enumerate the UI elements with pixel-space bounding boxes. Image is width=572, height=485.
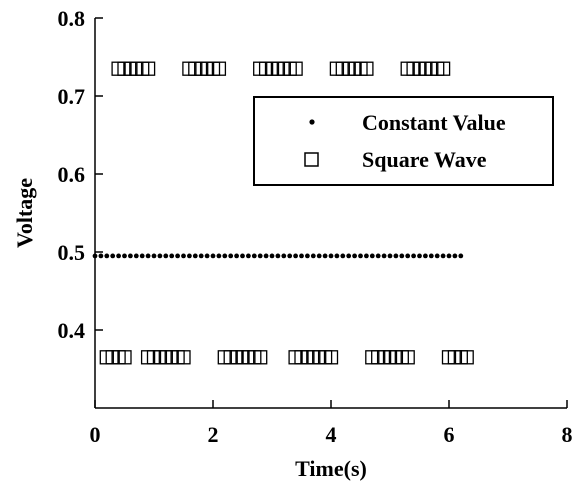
square-wave-point (459, 350, 474, 365)
square-wave-point (400, 350, 415, 365)
constant-value-point (287, 253, 293, 259)
constant-value-point (364, 253, 369, 259)
constant-value-point (275, 253, 281, 259)
constant-value-marks (92, 253, 464, 259)
constant-value-point (169, 253, 175, 259)
legend-dot-marker (309, 119, 315, 125)
constant-value-point (204, 253, 210, 259)
y-tick-label: 0.8 (58, 6, 86, 31)
constant-value-point (98, 253, 104, 259)
axes (94, 18, 567, 409)
constant-value-point (181, 253, 186, 259)
constant-value-point (246, 253, 251, 259)
constant-value-point (428, 253, 434, 259)
ticks: 0 2 4 6 8 0.4 0.5 0.6 0.7 0.8 (58, 6, 572, 447)
square-wave-point (359, 61, 374, 76)
constant-value-point (405, 253, 411, 259)
x-tick-label: 6 (444, 422, 455, 447)
constant-value-point (310, 253, 316, 259)
constant-value-point (393, 253, 399, 259)
x-tick-label: 8 (562, 422, 572, 447)
constant-value-point (387, 253, 393, 259)
legend-label-constant: Constant Value (362, 110, 506, 135)
constant-value-point (210, 253, 216, 259)
constant-value-point (251, 253, 257, 259)
constant-value-point (151, 253, 157, 259)
y-tick-label: 0.4 (58, 318, 86, 343)
constant-value-point (198, 253, 204, 259)
constant-value-point (257, 253, 263, 259)
constant-value-point (358, 253, 363, 259)
constant-value-point (228, 253, 234, 259)
y-tick-label: 0.7 (58, 84, 86, 109)
constant-value-point (122, 253, 127, 259)
constant-value-point (381, 253, 387, 259)
constant-value-point (234, 253, 240, 259)
constant-value-point (116, 253, 121, 259)
square-wave-point (323, 350, 339, 365)
constant-value-point (399, 253, 405, 259)
y-tick-label: 0.5 (58, 240, 86, 265)
constant-value-point (458, 253, 464, 259)
constant-value-point (411, 253, 416, 259)
x-tick-label: 4 (326, 422, 337, 447)
constant-value-point (216, 253, 222, 259)
constant-value-point (133, 253, 139, 259)
legend-box (253, 96, 554, 186)
constant-value-point (346, 253, 352, 259)
constant-value-point (417, 253, 422, 259)
x-axis-label: Time(s) (295, 456, 367, 481)
constant-value-point (423, 253, 428, 259)
square-wave-point (253, 350, 268, 365)
constant-value-point (316, 253, 322, 259)
constant-value-point (192, 253, 198, 259)
constant-value-point (328, 253, 334, 259)
constant-value-point (110, 253, 116, 259)
constant-value-point (369, 253, 375, 259)
constant-value-point (434, 253, 440, 259)
constant-value-point (240, 253, 245, 259)
legend-label-square: Square Wave (362, 147, 487, 172)
constant-value-point (305, 253, 310, 259)
constant-value-point (322, 253, 328, 259)
constant-value-point (263, 253, 269, 259)
constant-value-point (163, 253, 169, 259)
constant-value-point (452, 253, 458, 259)
square-wave-point (117, 350, 132, 365)
constant-value-point (375, 253, 381, 259)
constant-value-point (187, 253, 192, 259)
constant-value-point (139, 253, 145, 259)
constant-value-point (352, 253, 357, 259)
y-tick-label: 0.6 (58, 162, 86, 187)
square-wave-point (288, 61, 303, 76)
constant-value-point (157, 253, 163, 259)
constant-value-point (340, 253, 346, 259)
constant-value-point (127, 253, 133, 259)
x-tick-label: 0 (90, 422, 101, 447)
square-wave-point (176, 350, 191, 365)
constant-value-point (281, 253, 287, 259)
x-tick-label: 2 (208, 422, 219, 447)
constant-value-point (104, 253, 110, 259)
constant-value-point (299, 253, 304, 259)
constant-value-point (293, 253, 298, 259)
constant-value-point (269, 253, 275, 259)
square-wave-point (211, 61, 227, 76)
constant-value-point (145, 253, 151, 259)
constant-value-point (334, 253, 340, 259)
constant-value-point (446, 253, 452, 259)
constant-value-point (175, 253, 181, 259)
constant-value-point (440, 253, 446, 259)
square-wave-point (435, 61, 451, 76)
square-wave-marks (99, 61, 474, 365)
legend: Constant Value Square Wave (253, 96, 554, 186)
y-axis-label: Voltage (12, 178, 37, 248)
constant-value-point (222, 253, 228, 259)
square-wave-point (140, 61, 156, 76)
legend-square-marker (304, 152, 319, 167)
